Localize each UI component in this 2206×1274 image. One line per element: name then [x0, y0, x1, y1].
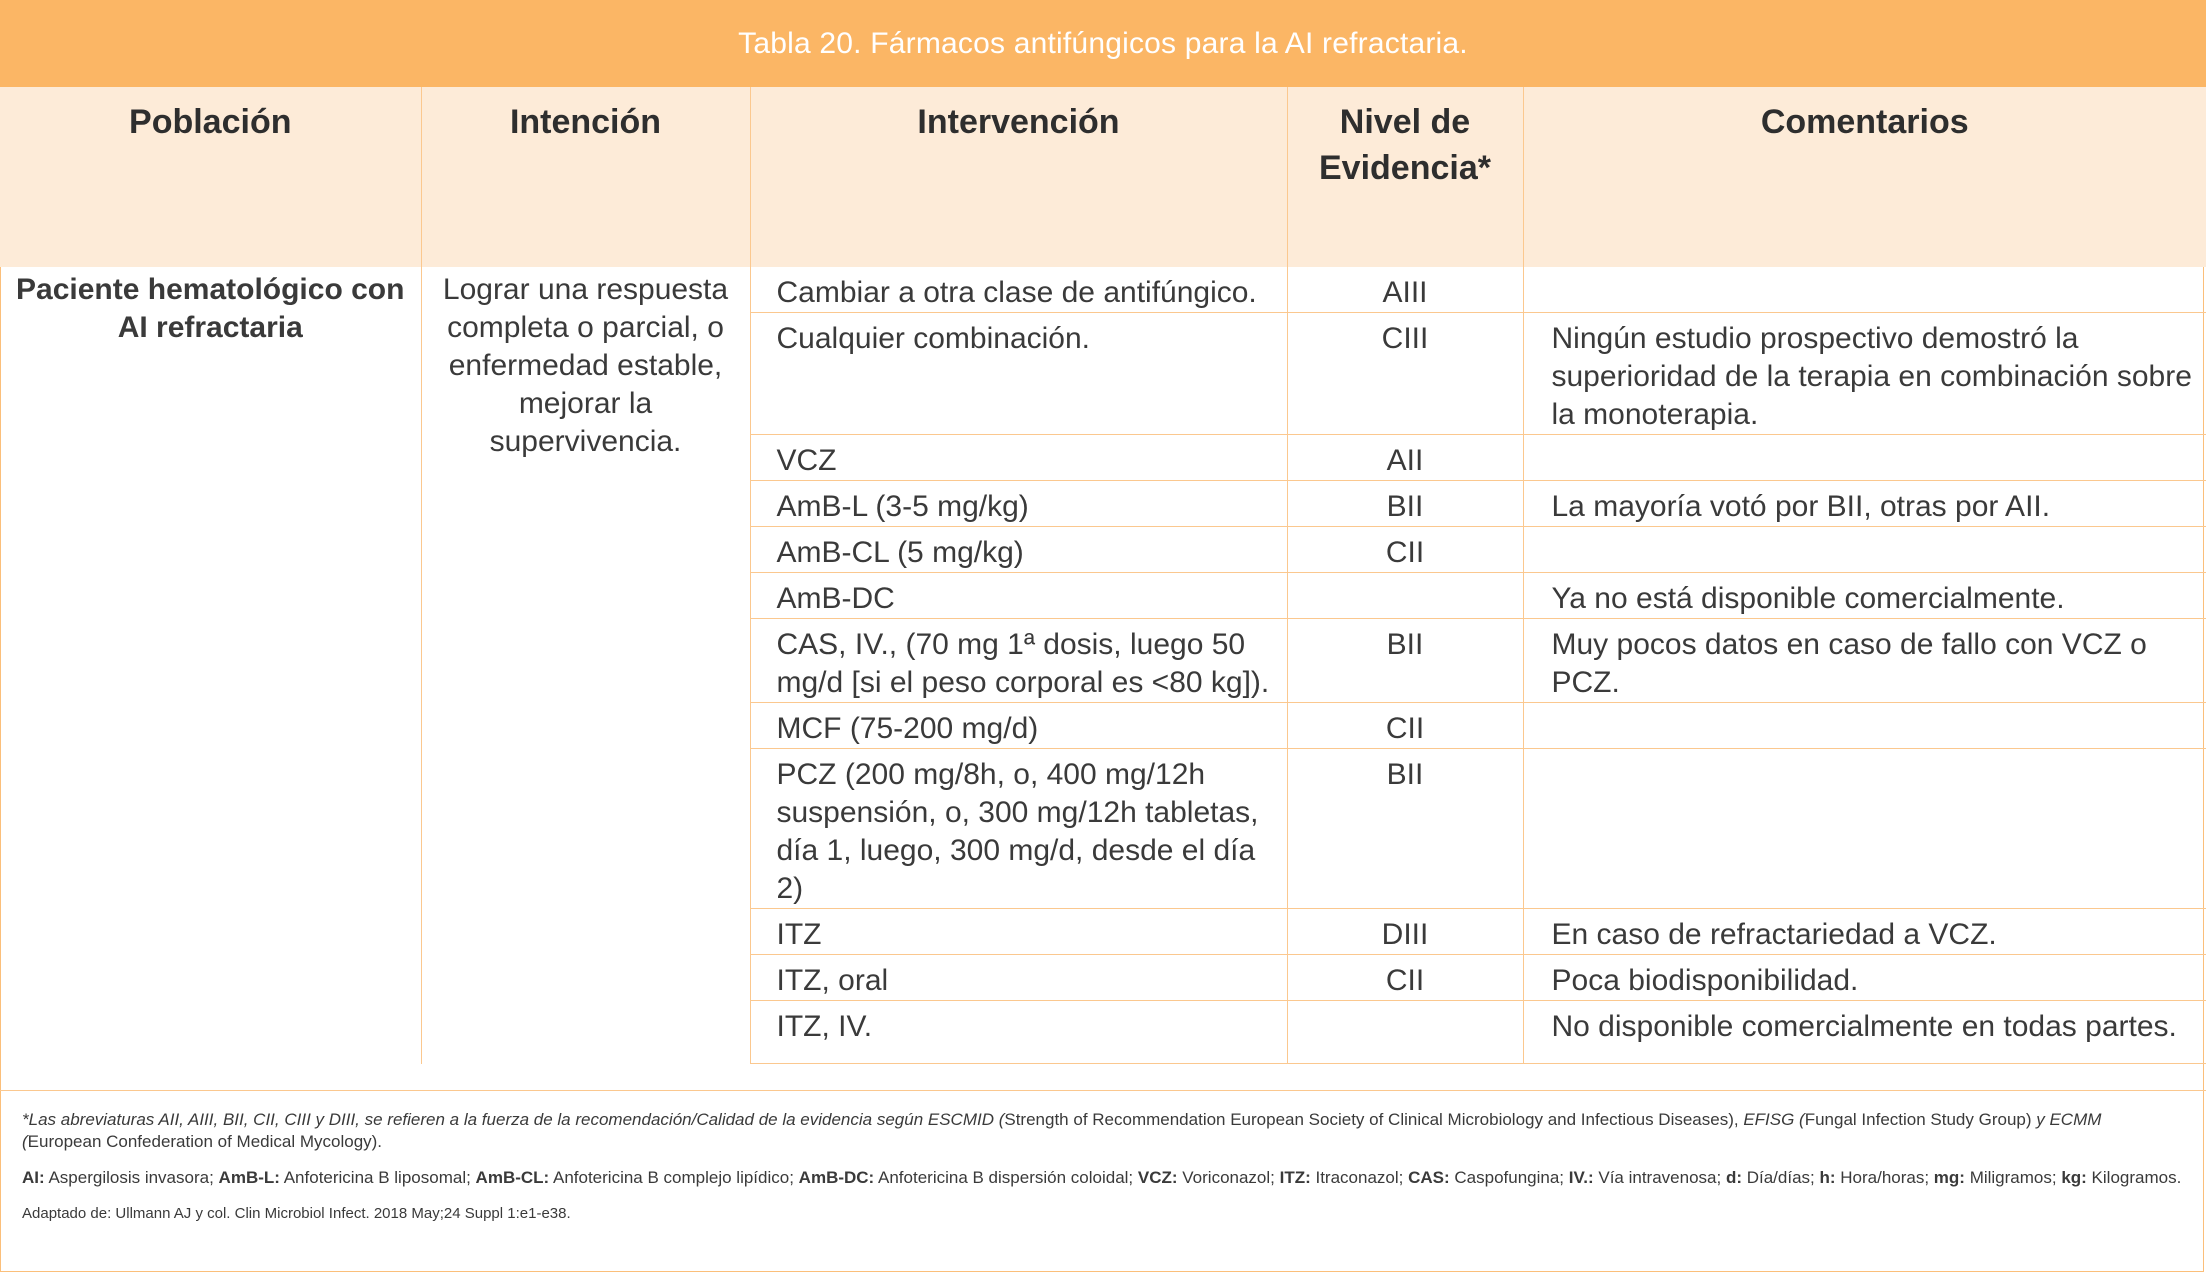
cell-intervencion: AmB-CL (5 mg/kg)	[749, 526, 1288, 573]
cell-poblacion: Paciente hematológico con AI refractaria	[0, 267, 422, 1064]
cell-nivel	[1286, 572, 1524, 619]
header-intervencion: Intervención	[749, 87, 1287, 267]
cell-comentario: No disponible comercialmente en todas pa…	[1522, 1000, 2206, 1064]
abbreviation-definition: Caspofungina;	[1449, 1168, 1569, 1187]
cell-comentario	[1522, 526, 2206, 573]
cell-nivel: CII	[1286, 954, 1524, 1001]
header-intencion: Intención	[420, 87, 750, 267]
table-title: Tabla 20. Fármacos antifúngicos para la …	[0, 0, 2206, 87]
cell-comentario	[1522, 702, 2206, 749]
cell-comentario	[1522, 748, 2206, 909]
abbreviation-definition: Aspergilosis invasora;	[44, 1168, 219, 1187]
cell-comentario: Ningún estudio prospectivo demostró la s…	[1522, 312, 2206, 435]
abbreviation-term: h:	[1819, 1168, 1836, 1187]
abbreviation-term: AI:	[22, 1168, 45, 1187]
abbreviation-term: ITZ:	[1279, 1168, 1311, 1187]
abbreviation-term: VCZ:	[1137, 1168, 1178, 1187]
footnote-text: EFISG (	[1738, 1110, 1805, 1129]
abbreviation-definition: Vía intravenosa;	[1593, 1168, 1726, 1187]
footnote-abbreviation-list: AI: Aspergilosis invasora; AmB-L: Anfote…	[22, 1167, 2184, 1189]
table-row: VCZ AII	[0, 434, 2206, 481]
cell-nivel: CIII	[1286, 312, 1524, 435]
footnote-abbreviations-evidence: *Las abreviaturas AII, AIII, BII, CII, C…	[22, 1109, 2184, 1153]
abbreviation-term: CAS:	[1408, 1168, 1450, 1187]
footnote-text: Fungal Infection Study Group)	[1804, 1110, 2032, 1129]
abbreviation-definition: Itraconazol;	[1310, 1168, 1409, 1187]
header-poblacion: Población	[0, 87, 421, 267]
header-row: Población Intención Intervención Nivel d…	[0, 87, 2206, 267]
cell-comentario	[1522, 434, 2206, 481]
cell-intervencion: AmB-L (3-5 mg/kg)	[749, 480, 1288, 527]
abbreviation-definition: Kilogramos.	[2086, 1168, 2182, 1187]
cell-intervencion: ITZ, oral	[749, 954, 1288, 1001]
abbreviation-term: AmB-DC:	[798, 1168, 875, 1187]
cell-comentario: La mayoría votó por BII, otras por AII.	[1522, 480, 2206, 527]
abbreviation-definition: Voriconazol;	[1177, 1168, 1280, 1187]
header-nivel-line2: Evidencia*	[1319, 149, 1491, 187]
abbreviation-definition: Día/días;	[1742, 1168, 1820, 1187]
cell-intervencion: VCZ	[749, 434, 1288, 481]
table-row: MCF (75-200 mg/d) CII	[0, 702, 2206, 749]
header-nivel-line1: Nivel de	[1339, 103, 1471, 141]
cell-intervencion: ITZ	[749, 908, 1288, 955]
cell-nivel	[1286, 1000, 1524, 1064]
table-body: Paciente hematológico con AI refractaria…	[0, 267, 2206, 1064]
footnote-text: y ECMM (	[22, 1110, 2102, 1151]
abbreviation-definition: Anfotericina B complejo lipídico;	[549, 1168, 799, 1187]
table-row: CAS, IV., (70 mg 1ª dosis, luego 50 mg/d…	[0, 618, 2206, 703]
abbreviation-term: d:	[1725, 1168, 1742, 1187]
footnotes: *Las abreviaturas AII, AIII, BII, CII, C…	[0, 1090, 2206, 1239]
antifungal-table: Población Intención Intervención Nivel d…	[0, 87, 2206, 1064]
table-row: ITZ, oral CII Poca biodisponibilidad.	[0, 954, 2206, 1001]
cell-intervencion: Cualquier combinación.	[749, 312, 1288, 435]
abbreviation-definition: Anfotericina B liposomal;	[279, 1168, 476, 1187]
cell-comentario: Muy pocos datos en caso de fallo con VCZ…	[1522, 618, 2206, 703]
abbreviation-definition: Anfotericina B dispersión coloidal;	[874, 1168, 1138, 1187]
cell-nivel: BII	[1286, 618, 1524, 703]
table-row: AmB-L (3-5 mg/kg) BII La mayoría votó por …	[0, 480, 2206, 527]
cell-intervencion: ITZ, IV.	[749, 1000, 1288, 1064]
cell-intervencion: MCF (75-200 mg/d)	[749, 702, 1288, 749]
abbreviation-term: IV.:	[1568, 1168, 1594, 1187]
table-row: AmB-DC Ya no está disponible comercialmen…	[0, 572, 2206, 619]
table-row: ITZ, IV. No disponible comercialmente en …	[0, 1000, 2206, 1064]
cell-nivel: CII	[1286, 702, 1524, 749]
cell-nivel: BII	[1286, 748, 1524, 909]
cell-nivel: AII	[1286, 434, 1524, 481]
header-comentarios: Comentarios	[1522, 87, 2206, 267]
cell-intencion: Lograr una respuesta completa o parcial,…	[420, 267, 751, 1064]
header-nivel: Nivel de Evidencia*	[1286, 87, 1523, 267]
footnote-source: Adaptado de: Ullmann AJ y col. Clin Micr…	[22, 1205, 571, 1222]
table-row: PCZ (200 mg/8h, o, 400 mg/12h suspensión…	[0, 748, 2206, 909]
cell-intervencion: AmB-DC	[749, 572, 1288, 619]
footnote-text: European Confederation of Medical Mycolo…	[27, 1132, 383, 1151]
cell-nivel: AIII	[1286, 267, 1524, 313]
abbreviation-term: mg:	[1933, 1168, 1965, 1187]
cell-nivel: DIII	[1286, 908, 1524, 955]
cell-intervencion: CAS, IV., (70 mg 1ª dosis, luego 50 mg/d…	[749, 618, 1288, 703]
footnote-text: *Las abreviaturas AII, AIII, BII, CII, C…	[22, 1110, 1005, 1129]
table-row: Cualquier combinación. CIII Ningún estudio…	[0, 312, 2206, 435]
footnote-text: Strength of Recommendation European Soci…	[1004, 1110, 1739, 1129]
abbreviation-definition: Hora/horas;	[1835, 1168, 1934, 1187]
abbreviation-term: AmB-L:	[218, 1168, 280, 1187]
cell-intervencion: PCZ (200 mg/8h, o, 400 mg/12h suspensión…	[749, 748, 1288, 909]
cell-comentario: Ya no está disponible comercialmente.	[1522, 572, 2206, 619]
cell-nivel: CII	[1286, 526, 1524, 573]
table-row: Paciente hematológico con AI refractaria…	[0, 267, 2206, 1064]
abbreviation-definition: Miligramos;	[1964, 1168, 2062, 1187]
cell-comentario: Poca biodisponibilidad.	[1522, 954, 2206, 1001]
abbreviation-term: AmB-CL:	[475, 1168, 550, 1187]
abbreviation-term: kg:	[2061, 1168, 2087, 1187]
cell-intervencion: Cambiar a otra clase de antifúngico.	[749, 267, 1288, 313]
cell-comentario	[1522, 267, 2206, 313]
cell-nivel: BII	[1286, 480, 1524, 527]
cell-comentario: En caso de refractariedad a VCZ.	[1522, 908, 2206, 955]
